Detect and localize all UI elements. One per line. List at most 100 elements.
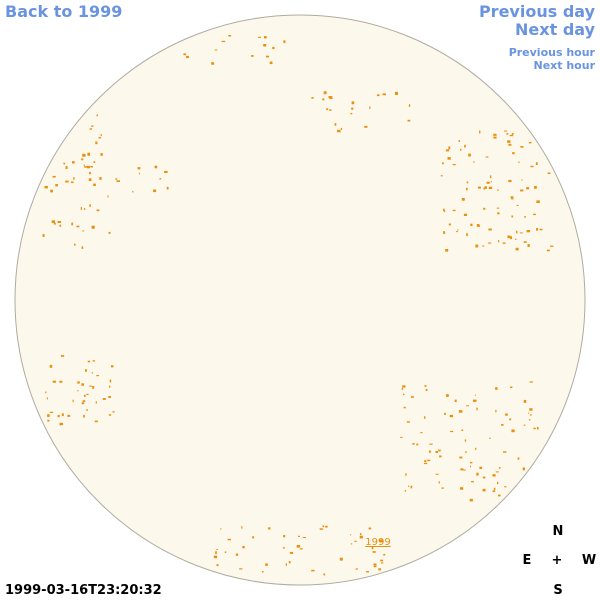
speck	[406, 421, 410, 423]
speck	[503, 451, 507, 453]
speck	[511, 133, 514, 135]
speck	[164, 170, 168, 173]
speck	[95, 141, 98, 145]
compass-center: +	[552, 553, 563, 568]
speck	[265, 563, 268, 566]
speck	[55, 184, 58, 187]
speck	[475, 447, 477, 450]
speck	[401, 387, 403, 390]
speck	[77, 390, 79, 392]
speck	[510, 198, 514, 200]
speck	[463, 213, 467, 216]
year-link[interactable]: 1999	[365, 537, 390, 548]
speck	[528, 412, 530, 414]
speck	[51, 220, 55, 223]
speck	[510, 236, 513, 240]
speck	[533, 213, 536, 216]
speck	[339, 557, 343, 561]
speck	[372, 551, 376, 553]
speck	[497, 189, 499, 192]
speck	[522, 467, 525, 471]
speck	[427, 459, 431, 462]
speck	[470, 465, 471, 468]
speck	[488, 228, 492, 231]
speck	[355, 568, 358, 570]
speck	[83, 164, 85, 166]
speck	[49, 411, 54, 413]
speck	[215, 551, 217, 555]
speck	[420, 432, 423, 434]
speck	[94, 420, 98, 423]
speck	[47, 414, 50, 417]
speck	[512, 152, 515, 155]
speck	[450, 430, 454, 433]
speck	[81, 383, 84, 386]
speck	[442, 162, 444, 165]
speck	[459, 456, 463, 459]
back-link[interactable]: Back to 1999	[5, 2, 122, 21]
speck	[458, 140, 461, 142]
speck	[91, 225, 95, 229]
speck	[460, 468, 464, 471]
compass-south: S	[553, 583, 562, 598]
speck	[378, 568, 381, 571]
speck	[299, 548, 303, 550]
speck	[100, 153, 103, 156]
speck	[470, 461, 473, 464]
speck	[489, 175, 492, 179]
speck	[484, 186, 487, 189]
previous-day-link[interactable]: Previous day	[479, 2, 596, 21]
speck	[515, 247, 519, 251]
speck	[83, 394, 86, 397]
timestamp: 1999-03-16T23:20:32	[5, 583, 162, 598]
speck	[492, 490, 496, 493]
speck	[334, 123, 337, 126]
previous-hour-link[interactable]: Previous hour	[509, 46, 596, 59]
speck	[319, 528, 323, 530]
speck	[325, 525, 328, 528]
speck	[520, 189, 524, 192]
speck	[81, 402, 85, 405]
speck	[507, 140, 511, 143]
speck	[445, 149, 449, 152]
speck	[440, 175, 443, 177]
speck	[425, 389, 428, 391]
speck	[59, 224, 62, 227]
speck	[337, 129, 341, 133]
speck	[527, 244, 530, 247]
speck	[534, 186, 537, 189]
speck	[488, 186, 493, 189]
speck	[368, 527, 372, 530]
speck	[328, 96, 332, 99]
speck	[81, 158, 84, 161]
speck	[289, 551, 294, 554]
speck	[108, 231, 111, 234]
speck	[73, 177, 75, 180]
speck	[323, 573, 326, 576]
speck	[59, 422, 63, 426]
speck	[452, 209, 456, 212]
speck	[429, 443, 433, 445]
speck	[511, 429, 515, 433]
speck	[74, 243, 76, 246]
next-hour-link[interactable]: Next hour	[534, 59, 596, 72]
speck	[220, 528, 222, 530]
speck	[82, 153, 86, 157]
speck	[65, 180, 69, 183]
speck	[272, 46, 275, 50]
speck	[473, 399, 477, 402]
speck	[495, 409, 497, 413]
speck	[49, 364, 53, 368]
speck	[241, 526, 243, 529]
speck	[239, 568, 243, 570]
speck	[523, 399, 527, 403]
next-day-link[interactable]: Next day	[515, 20, 596, 39]
speck	[109, 385, 111, 388]
speck	[498, 239, 500, 243]
speck	[424, 416, 426, 419]
speck	[72, 161, 75, 164]
speck	[216, 564, 218, 567]
speck	[441, 487, 444, 489]
speck	[99, 177, 102, 180]
